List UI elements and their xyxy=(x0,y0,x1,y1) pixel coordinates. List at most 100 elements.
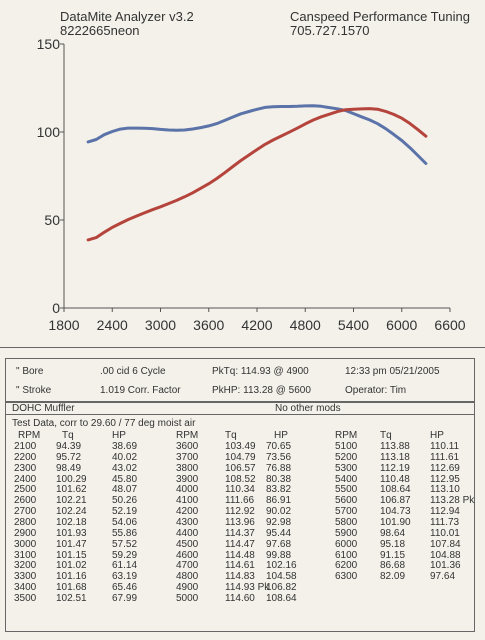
table-cell-hp: 80.38 xyxy=(266,473,292,485)
table-cell-hp: 104.58 xyxy=(266,571,297,583)
table-cell-tq: 91.15 xyxy=(380,549,406,561)
table-cell-hp: 95.44 xyxy=(266,527,292,539)
table-cell-hp: 48.07 xyxy=(112,484,138,496)
table-cell-tq: 102.21 xyxy=(56,495,87,507)
table-cell-hp: 83.82 xyxy=(266,484,292,496)
table-cell-tq: 102.51 xyxy=(56,592,87,604)
table-cell-hp: 107.84 xyxy=(430,538,461,550)
table-cell-tq: 111.66 xyxy=(225,495,255,507)
table-cell-rpm: 3600 xyxy=(176,441,199,452)
chart-axes xyxy=(63,44,450,309)
separator-line xyxy=(0,347,485,348)
table-cell-rpm: 5700 xyxy=(335,506,358,518)
table-cell-rpm: 5600 xyxy=(335,495,358,507)
table-cell-tq: 112.92 xyxy=(225,506,255,518)
table-cell-rpm: 2600 xyxy=(14,495,37,507)
table-cell-hp: 90.02 xyxy=(266,506,292,518)
table-cell-rpm: 4200 xyxy=(176,506,199,518)
table-cell-hp: 104.88 xyxy=(430,549,461,561)
chart-series xyxy=(86,104,428,242)
table-cell-tq: 113.88 xyxy=(380,441,410,452)
table-cell-tq: 101.02 xyxy=(56,560,87,572)
table-cell-hp: 61.14 xyxy=(112,560,138,572)
table-cell-hp: 113.28 Pk xyxy=(430,495,475,507)
table-cell-hp: 45.80 xyxy=(112,473,138,485)
table-cell-hp: 110.01 xyxy=(430,527,460,539)
table-cell-tq: 112.19 xyxy=(380,462,410,474)
table-cell-rpm: 2300 xyxy=(14,462,37,474)
table-cell-tq: 114.60 xyxy=(225,592,255,604)
shop-name: Canspeed Performance Tuning xyxy=(290,9,470,24)
table-cell-tq: 101.15 xyxy=(56,549,87,561)
table-cell-hp: 76.88 xyxy=(266,462,292,474)
col2-tq-header: Tq xyxy=(225,430,237,441)
table-cell-rpm: 4900 xyxy=(176,582,199,594)
y-tick-label: 50 xyxy=(44,212,60,228)
run-info-box xyxy=(5,358,475,402)
table-cell-tq: 98.64 xyxy=(380,527,406,539)
y-tick-label: 150 xyxy=(37,36,61,52)
table-cell-rpm: 4100 xyxy=(176,495,199,507)
table-cell-tq: 100.29 xyxy=(56,473,87,485)
table-cell-hp: 101.36 xyxy=(430,560,461,572)
table-cell-rpm: 2900 xyxy=(14,527,37,539)
table-cell-tq: 101.90 xyxy=(380,516,411,528)
table-cell-rpm: 6000 xyxy=(335,538,358,550)
table-cell-rpm: 3500 xyxy=(14,592,37,604)
table-cell-rpm: 3700 xyxy=(176,451,199,463)
table-cell-rpm: 2200 xyxy=(14,451,37,463)
table-cell-hp: 55.86 xyxy=(112,527,138,539)
table-cell-rpm: 3900 xyxy=(176,473,199,485)
table-cell-tq: 95.18 xyxy=(380,538,406,550)
col2-rpm-header: RPM xyxy=(176,430,199,441)
table-divider xyxy=(5,414,475,415)
table-cell-hp: 57.52 xyxy=(112,538,138,550)
table-cell-rpm: 5400 xyxy=(335,473,358,485)
table-cell-tq: 113.96 xyxy=(225,516,255,528)
table-cell-hp: 65.46 xyxy=(112,582,138,594)
table-cell-rpm: 5300 xyxy=(335,462,358,474)
table-cell-hp: 73.56 xyxy=(266,451,292,463)
operator: Operator: Tim xyxy=(345,385,407,396)
table-cell-rpm: 5800 xyxy=(335,516,358,528)
table-cell-tq: 106.57 xyxy=(225,462,256,474)
dyno-chart: 0 50 100 150 1800 2400 3000 3600 4200 4800 5400 600… xyxy=(37,36,466,333)
table-cell-tq: 114.37 xyxy=(225,527,255,539)
table-cell-rpm: 5200 xyxy=(335,451,358,463)
table-cell-rpm: 2100 xyxy=(14,441,37,452)
table-cell-tq: 108.64 xyxy=(380,484,411,496)
table-cell-rpm: 4700 xyxy=(176,560,199,572)
table-cell-hp: 106.82 xyxy=(266,582,297,594)
table-cell-hp: 92.98 xyxy=(266,516,292,528)
y-tick-label: 100 xyxy=(37,124,61,140)
table-cell-hp: 50.26 xyxy=(112,495,138,507)
table-cell-tq: 110.34 xyxy=(225,484,255,496)
table-cell-rpm: 2400 xyxy=(14,473,37,485)
table-cell-tq: 108.52 xyxy=(225,473,256,485)
peak-hp: PkHP: 113.28 @ 5600 xyxy=(212,385,311,396)
table-cell-tq: 106.87 xyxy=(380,495,411,507)
table-cell-hp: 111.73 xyxy=(430,516,460,528)
run-time: 12:33 pm 05/21/2005 xyxy=(345,366,440,377)
table-cell-rpm: 4800 xyxy=(176,571,199,583)
x-tick-label: 6600 xyxy=(434,317,465,333)
col1-tq-header: Tq xyxy=(62,430,74,441)
peak-torque: PkTq: 114.93 @ 4900 xyxy=(212,366,309,377)
table-cell-hp: 111.61 xyxy=(430,451,460,463)
table-cell-hp: 63.19 xyxy=(112,571,138,583)
table-cell-rpm: 6200 xyxy=(335,560,358,572)
table-cell-tq: 101.68 xyxy=(56,582,87,594)
table-cell-hp: 112.94 xyxy=(430,506,460,518)
table-cell-tq: 102.24 xyxy=(56,506,87,518)
table-cell-hp: 52.19 xyxy=(112,506,138,518)
table-cell-hp: 97.68 xyxy=(266,538,292,550)
col2-hp-header: HP xyxy=(274,430,288,441)
table-cell-tq: 114.83 xyxy=(225,571,255,583)
header-right: Canspeed Performance Tuning 705.727.1570 xyxy=(290,10,470,38)
table-cell-tq: 95.72 xyxy=(56,451,82,463)
table-cell-rpm: 2800 xyxy=(14,516,37,528)
table-cell-hp: 38.69 xyxy=(112,441,138,452)
stroke-label: " Stroke xyxy=(16,385,52,396)
table-cell-rpm: 3200 xyxy=(14,560,37,572)
table-cell-hp: 113.10 xyxy=(430,484,460,496)
